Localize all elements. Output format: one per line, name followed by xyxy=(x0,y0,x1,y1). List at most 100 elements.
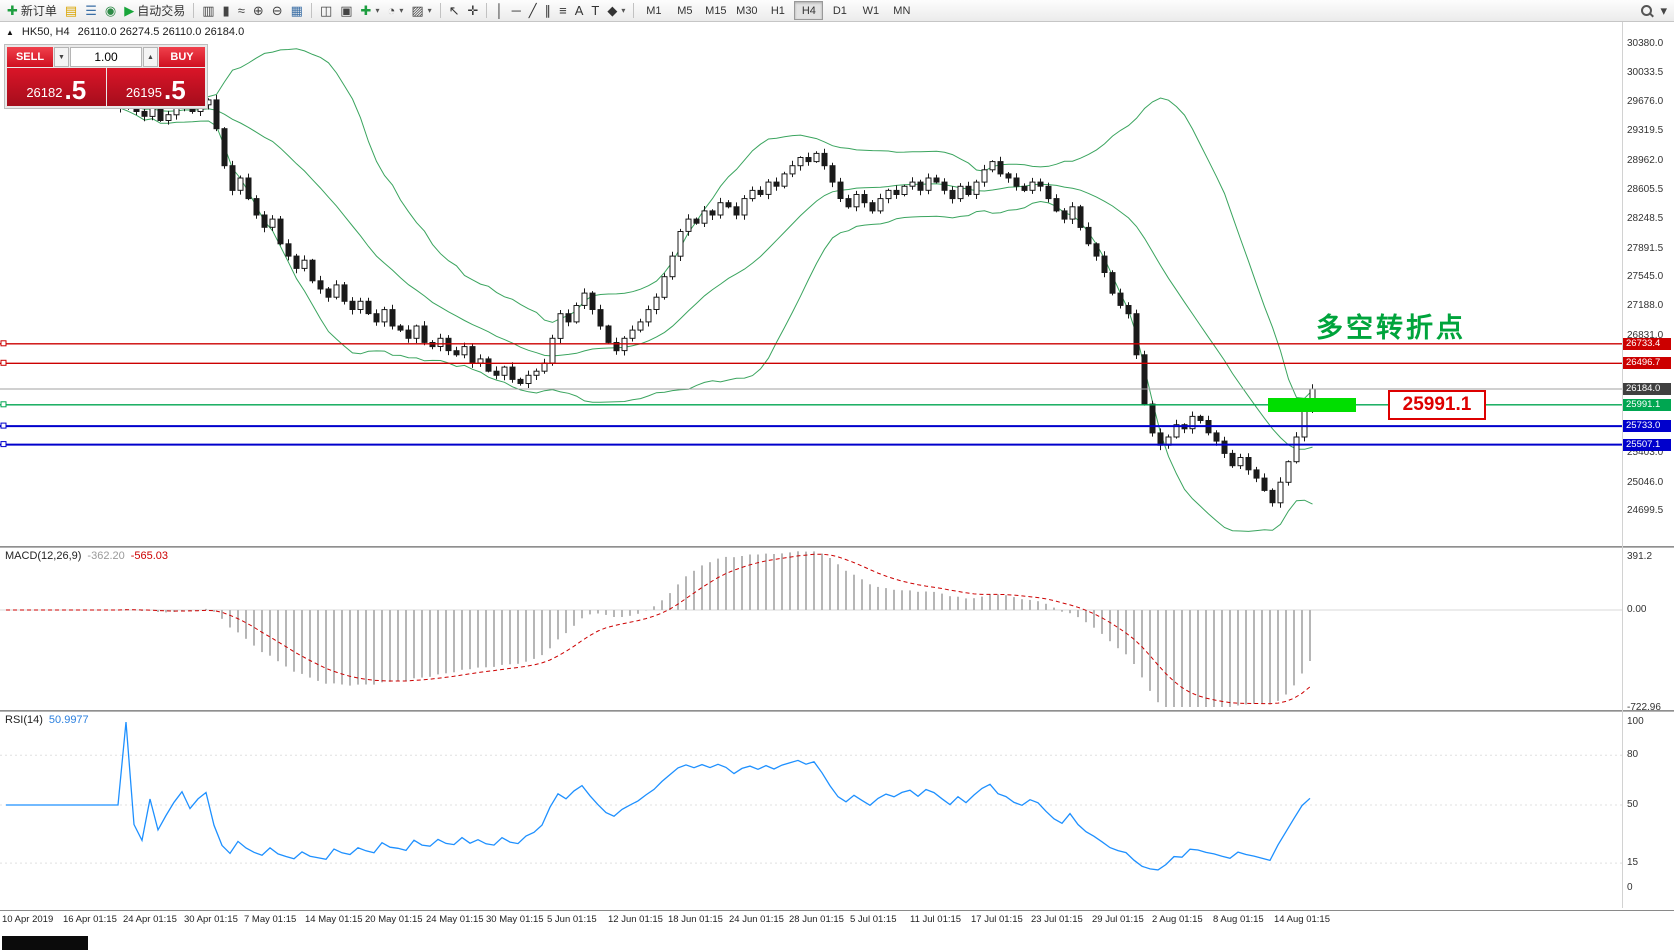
charts-profile-button-icon: ▤ xyxy=(64,2,78,18)
tile-windows-button[interactable]: ◫ xyxy=(316,1,336,21)
shapes-button-icon: ◆ xyxy=(607,2,618,18)
timeframe-h1-button[interactable]: H1 xyxy=(770,4,785,17)
templates-button[interactable]: ▨ ▾ xyxy=(407,1,435,21)
panel-splitter[interactable] xyxy=(0,710,1674,712)
sell-price[interactable]: 26182 .5 xyxy=(7,68,106,106)
time-axis-label: 12 Jun 01:15 xyxy=(608,914,663,925)
channel-button[interactable]: ∥ xyxy=(541,1,556,21)
rsi-axis-label: 0 xyxy=(1627,882,1633,893)
volume-input[interactable] xyxy=(70,47,142,67)
macd-axis-label: -722.96 xyxy=(1627,702,1661,713)
zoom-out-button[interactable]: ⊖ xyxy=(268,1,287,21)
rsi-axis-label: 50 xyxy=(1627,799,1639,810)
trendline-button-icon: ╱ xyxy=(528,2,537,18)
one-click-trading-panel: SELL ▼ ▲ BUY 26182 .5 26195 .5 xyxy=(4,44,208,109)
sell-button[interactable]: SELL xyxy=(7,47,53,67)
cursor-button-icon: ↖ xyxy=(448,2,460,18)
horizontal-line-button[interactable]: ─ xyxy=(508,1,525,21)
macd-axis[interactable]: 391.2 0.00 -722.96 xyxy=(1623,548,1674,713)
price-tag: 25507.1 xyxy=(1623,439,1671,451)
bottom-left-box xyxy=(2,936,88,950)
vertical-line-button[interactable]: │ xyxy=(491,1,507,21)
text-button[interactable]: A xyxy=(571,1,588,21)
rsi-panel[interactable] xyxy=(0,712,1622,888)
toolbar: ✚ 新订单 ▤ ☰ ◉ ▶ 自动交易 ▥ ▮ ≈ ⊕ ⊖ ▦ ◫ ▣ ✚ ▾ ◔ ▾ ▨ ▾ ↖ ✛ │ ─ ╱ ∥ ≡ A T ◆ ▾ M1 M… xyxy=(0,0,1674,22)
toolbar-separator xyxy=(486,3,488,18)
chart-annotation[interactable]: 多空转折点 xyxy=(1316,313,1466,343)
candlestick-button[interactable]: ▮ xyxy=(219,1,234,21)
price-callout[interactable]: 25991.1 xyxy=(1388,390,1486,420)
bar-chart-button-icon: ▥ xyxy=(202,2,215,18)
price-tag: 25733.0 xyxy=(1623,420,1671,432)
charts-profile-button[interactable]: ▤ xyxy=(61,1,81,21)
trendline-button[interactable]: ╱ xyxy=(525,1,541,21)
buy-price[interactable]: 26195 .5 xyxy=(106,68,205,106)
horizontal-line-button-icon: ─ xyxy=(511,2,521,18)
crosshair-button[interactable]: ✛ xyxy=(464,1,483,21)
toolbar-separator xyxy=(633,3,635,18)
zoom-in-button[interactable]: ⊕ xyxy=(249,1,268,21)
label-button-icon: T xyxy=(591,2,600,18)
axis-divider xyxy=(1622,22,1623,908)
cursor-button[interactable]: ↖ xyxy=(445,1,464,21)
bar-chart-button[interactable]: ▥ xyxy=(198,1,218,21)
navigator-button[interactable]: ◉ xyxy=(101,1,120,21)
timeframe-m5-button[interactable]: M5 xyxy=(677,4,693,17)
macd-label: MACD(12,26,9) -362.20 -565.03 xyxy=(5,550,168,562)
macd-panel[interactable] xyxy=(0,548,1622,710)
buy-price-main: 26195 xyxy=(125,85,162,100)
price-chart[interactable] xyxy=(0,22,1622,546)
price-axis-label: 27545.0 xyxy=(1627,271,1664,282)
price-axis-label: 25403.0 xyxy=(1627,447,1664,458)
rsi-label: RSI(14) 50.9977 xyxy=(5,714,89,726)
time-axis[interactable]: 10 Apr 2019 16 Apr 01:15 24 Apr 01:15 30 Ap… xyxy=(0,910,1674,929)
timeframe-mn-button[interactable]: MN xyxy=(893,4,911,17)
profiles-button[interactable]: ◔ ▾ xyxy=(383,1,407,21)
price-axis-label: 28605.5 xyxy=(1627,184,1664,195)
trade-panel-toggle-icon[interactable]: ▲ xyxy=(6,27,14,37)
timeframe-h4-button[interactable]: H4 xyxy=(794,1,824,20)
timeframe-m30-button[interactable]: M30 xyxy=(736,4,758,17)
line-chart-button[interactable]: ≈ xyxy=(234,1,249,21)
grid-button[interactable]: ▦ xyxy=(287,1,307,21)
buy-button[interactable]: BUY xyxy=(159,47,205,67)
toolbar-separator xyxy=(193,3,195,18)
time-axis-label: 5 Jun 01:15 xyxy=(547,914,597,925)
channel-button-icon: ∥ xyxy=(544,2,552,18)
volume-up-button[interactable]: ▲ xyxy=(143,47,158,67)
price-axis-label: 25046.0 xyxy=(1627,477,1664,488)
macd-value: -362.20 xyxy=(87,550,125,562)
price-axis-label: 29319.5 xyxy=(1627,125,1664,136)
quick-menu-button[interactable]: ▾ xyxy=(1656,1,1671,21)
panel-splitter[interactable] xyxy=(0,546,1674,548)
macd-axis-label: 0.00 xyxy=(1627,604,1647,615)
dropdown-arrow-icon: ▾ xyxy=(621,6,626,15)
timeframe-d1-button[interactable]: D1 xyxy=(832,4,847,17)
shapes-button[interactable]: ◆ ▾ xyxy=(603,1,629,21)
market-watch-button[interactable]: ☰ xyxy=(81,1,101,21)
timeframe-w1-button[interactable]: W1 xyxy=(862,4,880,17)
time-axis-label: 24 Jun 01:15 xyxy=(729,914,784,925)
fibonacci-button[interactable]: ≡ xyxy=(555,1,571,21)
time-axis-label: 7 May 01:15 xyxy=(244,914,297,925)
autotrading-button[interactable]: ▶ 自动交易 xyxy=(120,1,189,21)
chart-area[interactable]: 30380.0 30033.5 29676.0 29319.5 28962.0 28605… xyxy=(0,22,1674,951)
cascade-windows-button-icon: ▣ xyxy=(340,2,353,18)
time-axis-label: 30 Apr 01:15 xyxy=(184,914,238,925)
rsi-axis[interactable]: 100 80 50 15 0 xyxy=(1623,712,1674,893)
timeframe-m15-button[interactable]: M15 xyxy=(705,4,727,17)
label-button[interactable]: T xyxy=(587,1,603,21)
volume-down-button[interactable]: ▼ xyxy=(54,47,69,67)
search-button[interactable] xyxy=(1637,1,1656,21)
price-axis-label: 29676.0 xyxy=(1627,96,1664,107)
price-axis[interactable]: 30380.0 30033.5 29676.0 29319.5 28962.0 28605… xyxy=(1623,22,1674,908)
price-tag: 25991.1 xyxy=(1623,399,1671,411)
rsi-axis-label: 80 xyxy=(1627,749,1639,760)
toolbar-separator xyxy=(310,3,312,18)
cascade-windows-button[interactable]: ▣ xyxy=(336,1,356,21)
highlight-zone[interactable] xyxy=(1268,398,1356,412)
timeframe-m1-button[interactable]: M1 xyxy=(646,4,662,17)
new-chart-button[interactable]: ✚ ▾ xyxy=(357,1,384,21)
price-tag: 26496.7 xyxy=(1623,357,1671,369)
new-order-button[interactable]: ✚ 新订单 xyxy=(3,1,61,21)
